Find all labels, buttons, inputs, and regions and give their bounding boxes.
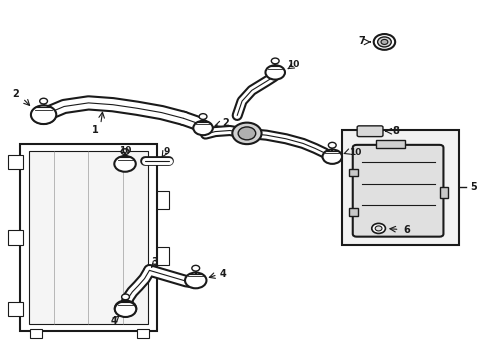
Circle shape bbox=[31, 106, 56, 124]
Circle shape bbox=[322, 149, 341, 164]
Bar bbox=[8, 230, 22, 244]
Circle shape bbox=[238, 127, 255, 140]
Polygon shape bbox=[20, 144, 157, 330]
Text: 10: 10 bbox=[119, 146, 131, 155]
Text: 4: 4 bbox=[220, 269, 226, 279]
Bar bbox=[157, 192, 168, 210]
Circle shape bbox=[374, 226, 381, 231]
Text: 7: 7 bbox=[357, 36, 364, 46]
Text: 10: 10 bbox=[348, 148, 361, 157]
Bar bbox=[157, 247, 168, 265]
Circle shape bbox=[232, 123, 261, 144]
Text: 9: 9 bbox=[163, 147, 169, 156]
Circle shape bbox=[121, 149, 129, 154]
Circle shape bbox=[184, 273, 206, 288]
Text: 2: 2 bbox=[222, 118, 229, 128]
Text: 3: 3 bbox=[151, 257, 157, 267]
Circle shape bbox=[114, 156, 136, 172]
Bar bbox=[348, 168, 357, 176]
Circle shape bbox=[31, 105, 56, 124]
Circle shape bbox=[377, 37, 390, 47]
Circle shape bbox=[380, 40, 387, 44]
Circle shape bbox=[40, 98, 47, 104]
Circle shape bbox=[271, 58, 279, 64]
Circle shape bbox=[115, 301, 136, 316]
Text: 6: 6 bbox=[402, 225, 409, 235]
Circle shape bbox=[122, 294, 129, 300]
Bar bbox=[375, 140, 405, 148]
Bar bbox=[8, 155, 22, 169]
Circle shape bbox=[115, 301, 136, 317]
Text: 10: 10 bbox=[286, 60, 299, 69]
Text: 8: 8 bbox=[391, 126, 398, 136]
Circle shape bbox=[371, 224, 385, 233]
Bar bbox=[348, 208, 357, 216]
Text: 1: 1 bbox=[92, 125, 99, 135]
Bar bbox=[30, 329, 42, 338]
Bar bbox=[137, 329, 149, 338]
Circle shape bbox=[199, 114, 206, 120]
Text: 5: 5 bbox=[469, 182, 475, 192]
Bar bbox=[439, 187, 447, 198]
Circle shape bbox=[328, 142, 335, 148]
Circle shape bbox=[191, 265, 199, 271]
FancyBboxPatch shape bbox=[356, 126, 382, 136]
Bar bbox=[8, 302, 22, 316]
Bar bbox=[29, 150, 148, 324]
Text: 4: 4 bbox=[110, 316, 117, 325]
FancyBboxPatch shape bbox=[352, 145, 443, 237]
Bar bbox=[341, 130, 458, 244]
Text: 2: 2 bbox=[12, 89, 19, 99]
Circle shape bbox=[193, 121, 212, 135]
Circle shape bbox=[373, 34, 394, 50]
Circle shape bbox=[265, 65, 285, 80]
